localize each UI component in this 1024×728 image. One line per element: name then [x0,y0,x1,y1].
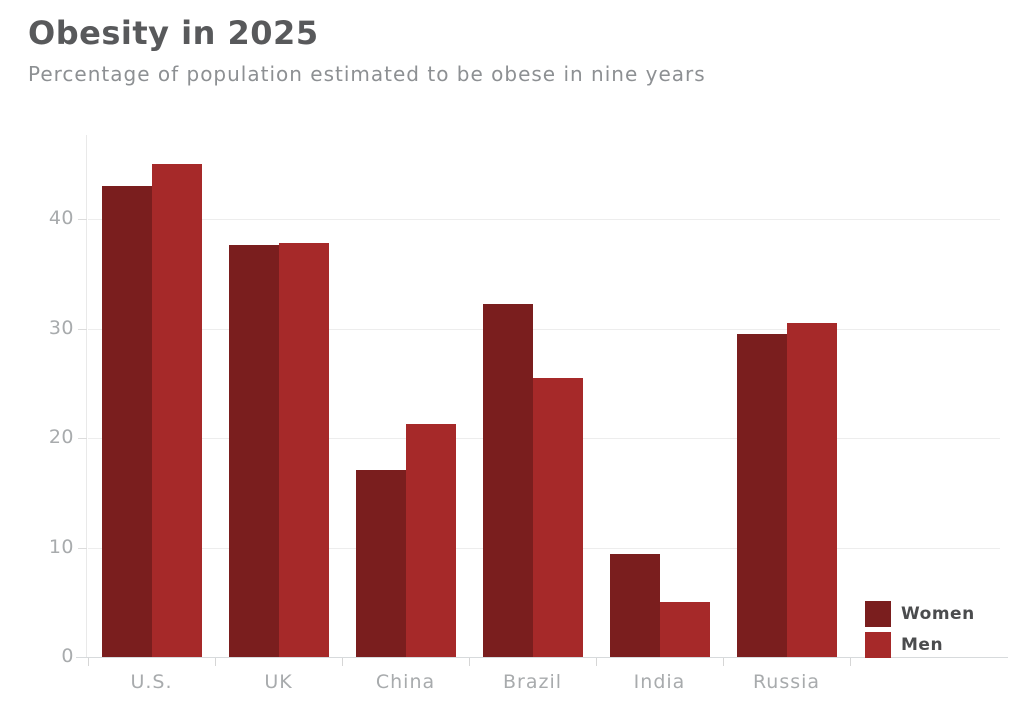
x-axis-label-india: India [633,671,686,693]
x-tick-6 [850,658,851,666]
x-axis-label-uk: UK [264,671,293,693]
x-tick-1 [215,658,216,666]
x-axis-line [76,657,1008,658]
y-axis-label-0: 0 [61,645,74,667]
bar-india-women[interactable] [609,554,660,657]
bar-uk-women[interactable] [228,245,279,657]
legend-item-men[interactable]: Men [865,632,975,658]
bar-china-men[interactable] [405,424,456,657]
bar-india-men[interactable] [659,602,710,657]
y-axis-label-20: 20 [48,426,74,448]
legend: Women Men [865,601,975,663]
legend-label-men: Men [901,635,944,655]
chart-subtitle: Percentage of population estimated to be… [28,62,706,86]
bar-china-women[interactable] [355,470,406,657]
bar-uk-men[interactable] [278,243,329,657]
bar-brazil-women[interactable] [482,304,533,657]
y-axis-label-30: 30 [48,317,74,339]
bar-russia-women[interactable] [736,334,787,657]
y-axis-label-40: 40 [48,207,74,229]
x-tick-3 [469,658,470,666]
y-tick-40 [78,219,87,220]
x-axis-label-brazil: Brazil [502,671,563,693]
chart-title: Obesity in 2025 [28,14,319,52]
bar-us-women[interactable] [101,186,152,657]
legend-swatch-women-icon [865,601,891,627]
y-axis-label-10: 10 [48,536,74,558]
x-tick-4 [596,658,597,666]
x-tick-0 [88,658,89,666]
y-axis-line [86,135,87,657]
bar-us-men[interactable] [151,164,202,657]
y-tick-20 [78,438,87,439]
x-axis-label-china: China [375,671,436,693]
x-axis-label-us: U.S. [130,671,173,693]
x-tick-2 [342,658,343,666]
x-tick-5 [723,658,724,666]
gridline-40 [88,219,1000,220]
y-tick-10 [78,548,87,549]
legend-label-women: Women [901,604,975,624]
legend-swatch-men-icon [865,632,891,658]
y-tick-30 [78,329,87,330]
gridline-30 [88,329,1000,330]
bar-russia-men[interactable] [786,323,837,657]
legend-item-women[interactable]: Women [865,601,975,627]
bar-brazil-men[interactable] [532,378,583,657]
x-axis-label-russia: Russia [752,671,821,693]
